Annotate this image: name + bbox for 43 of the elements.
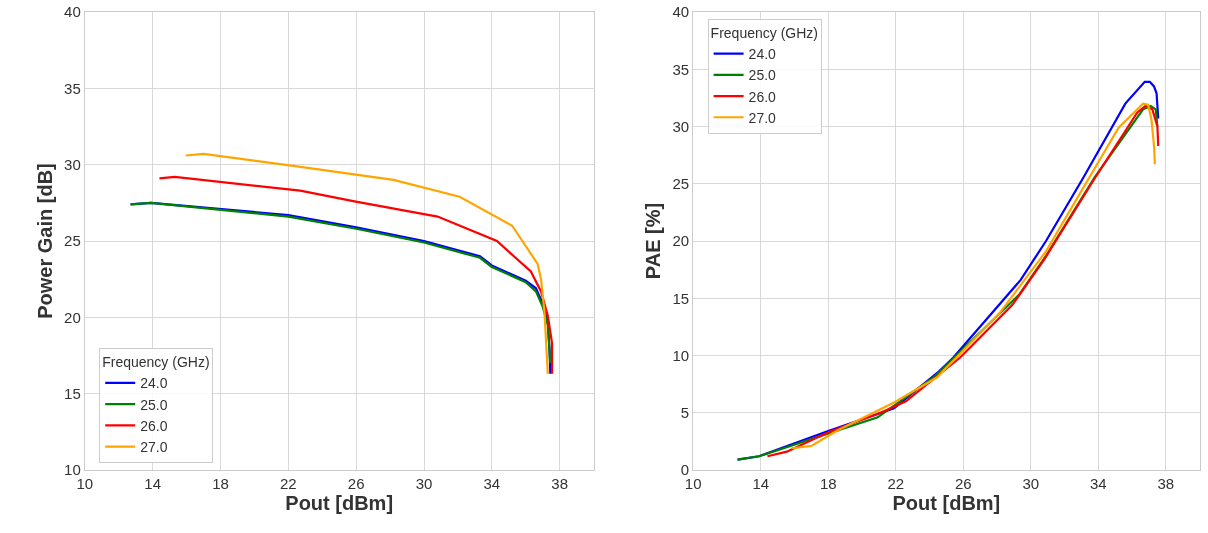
y-tick-label: 5 (680, 404, 690, 421)
y-tick-label: 20 (64, 308, 81, 326)
y-tick-label: 30 (64, 155, 81, 173)
y-tick-label: 40 (672, 3, 690, 21)
y-tick-label: 35 (672, 60, 690, 78)
x-tick-label: 26 (347, 475, 365, 492)
y-tick-label: 25 (672, 175, 690, 192)
x-tick-label: 34 (483, 475, 501, 492)
legend-label: 27.0 (748, 109, 777, 126)
x-tick-label: 38 (1157, 475, 1175, 492)
y-tick-label: 0 (680, 461, 690, 479)
legend-label: 25.0 (140, 396, 168, 413)
legend-label: 26.0 (140, 417, 168, 434)
x-tick-label: 18 (819, 475, 837, 492)
y-tick-label: 15 (672, 289, 690, 307)
y-axis-title: Power Gain [dB] (33, 163, 56, 319)
x-tick-label: 34 (1089, 475, 1107, 492)
legend-label: 26.0 (748, 88, 777, 105)
y-tick-label: 30 (672, 117, 690, 135)
y-tick-label: 10 (672, 346, 690, 364)
x-tick-label: 30 (1022, 475, 1040, 492)
y-tick-label: 40 (64, 3, 81, 21)
x-tick-label: 14 (144, 475, 161, 492)
y-tick-label: 15 (64, 384, 81, 402)
x-tick-label: 26 (954, 475, 972, 492)
legend-label: 27.0 (140, 438, 168, 455)
x-axis-title: Pout [dBm] (892, 492, 1001, 514)
x-axis-title: Pout [dBm] (285, 492, 394, 514)
legend-title: Frequency (GHz) (102, 354, 210, 371)
y-tick-label: 20 (672, 232, 690, 250)
legend-label: 24.0 (748, 46, 777, 63)
y-tick-label: 25 (64, 232, 81, 250)
x-tick-label: 22 (887, 475, 905, 492)
legend-label: 24.0 (140, 375, 168, 392)
x-tick-label: 22 (279, 475, 297, 492)
x-tick-label: 18 (212, 475, 229, 492)
legend-title: Frequency (GHz) (710, 25, 818, 42)
x-tick-label: 30 (415, 475, 433, 492)
legend-label: 25.0 (748, 67, 777, 84)
y-axis-title: PAE [%] (642, 202, 665, 280)
x-tick-label: 38 (551, 475, 569, 492)
y-tick-label: 35 (64, 79, 81, 97)
x-tick-label: 14 (752, 475, 770, 492)
